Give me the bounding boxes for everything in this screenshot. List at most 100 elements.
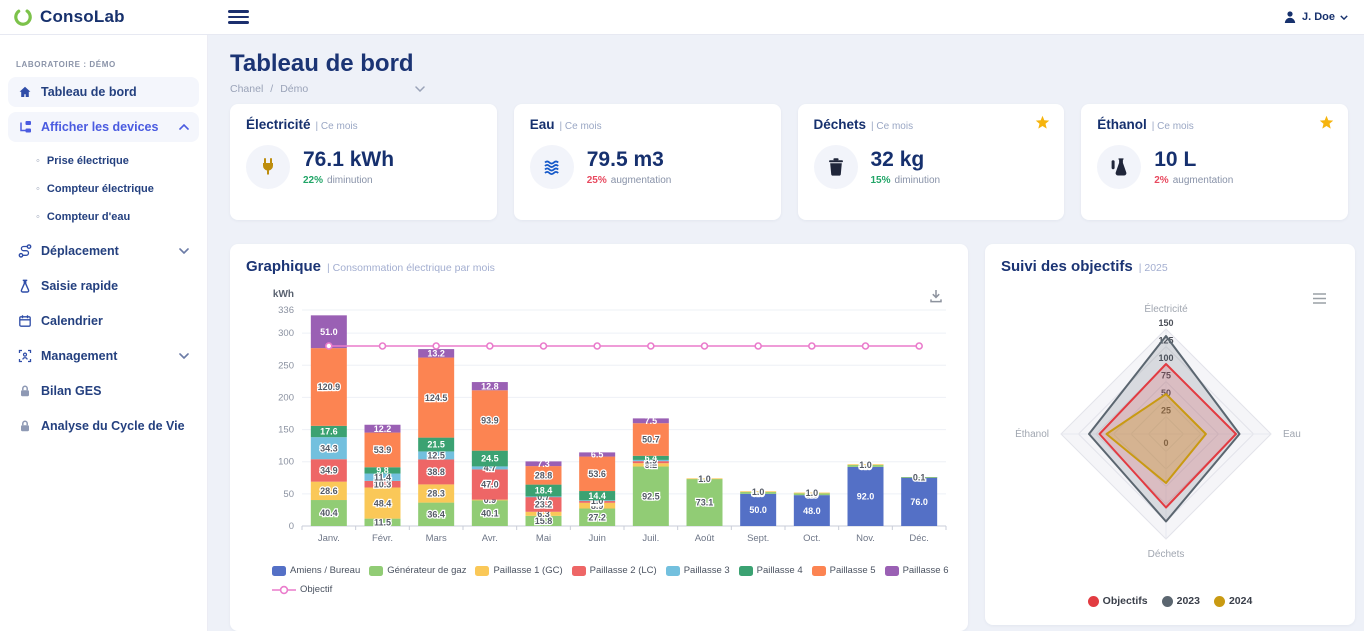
sidebar-item-analyse-cycle-vie[interactable]: Analyse du Cycle de Vie — [8, 411, 199, 441]
star-icon[interactable] — [1319, 115, 1334, 130]
legend-swatch — [369, 565, 384, 576]
svg-text:92.0: 92.0 — [857, 492, 875, 502]
sidebar-item-compteur-eau[interactable]: Compteur d'eau — [32, 203, 199, 231]
sidebar-item-prise-electrique[interactable]: Prise électrique — [32, 147, 199, 175]
svg-text:40.4: 40.4 — [320, 508, 338, 518]
svg-text:Électricité: Électricité — [1144, 302, 1188, 315]
brand[interactable]: ConsoLab — [0, 7, 208, 27]
legend-item-paillasse-6[interactable]: Paillasse 6 — [884, 565, 949, 576]
svg-text:1.0: 1.0 — [806, 488, 819, 498]
svg-text:Avr.: Avr. — [482, 533, 498, 544]
chart-subtitle: | Consommation électrique par mois — [327, 262, 495, 274]
stat-title: Éthanol — [1097, 117, 1147, 132]
svg-text:6.4: 6.4 — [645, 453, 658, 463]
legend-item-2023[interactable]: 2023 — [1161, 595, 1200, 607]
legend-item-amiens-bureau[interactable]: Amiens / Bureau — [272, 565, 360, 576]
stat-value: 76.1 kWh — [303, 147, 395, 171]
water-icon — [529, 145, 574, 189]
legend-swatch — [475, 565, 490, 576]
svg-text:0: 0 — [289, 521, 294, 532]
sidebar: LABORATOIRE : DÉMO Tableau de bord Affic… — [0, 34, 208, 631]
download-icon[interactable] — [928, 288, 944, 304]
stat-title: Déchets — [813, 117, 867, 132]
flask-icon — [20, 279, 30, 293]
svg-text:7.5: 7.5 — [645, 416, 658, 426]
svg-text:300: 300 — [278, 328, 294, 339]
svg-text:15.8: 15.8 — [535, 516, 553, 526]
legend-swatch — [665, 565, 680, 576]
bar-chart[interactable]: 0 50 100 150 200 250 300 336 kWh Janv. Févr. Mars Av… — [246, 284, 952, 556]
sidebar-item-deplacement[interactable]: Déplacement — [8, 236, 199, 266]
svg-text:Déchets: Déchets — [1148, 549, 1185, 560]
svg-text:34.3: 34.3 — [320, 443, 338, 453]
stat-card-electricite: Électricité | Ce mois 76.1 kWh 22% diminut… — [230, 104, 497, 220]
sidebar-item-tableau-de-bord[interactable]: Tableau de bord — [8, 77, 199, 107]
legend-item-g-n-rateur-de-gaz[interactable]: Générateur de gaz — [369, 565, 466, 576]
svg-text:21.5: 21.5 — [427, 440, 445, 450]
svg-text:12.2: 12.2 — [374, 424, 392, 434]
objectif-legend: Objectif — [272, 584, 952, 595]
sidebar-item-management[interactable]: Management — [8, 341, 199, 371]
legend-item-2024[interactable]: 2024 — [1213, 595, 1252, 607]
svg-text:12.5: 12.5 — [427, 451, 445, 461]
legend-swatch — [571, 565, 586, 576]
svg-text:Mars: Mars — [426, 533, 447, 544]
svg-text:9.8: 9.8 — [376, 466, 389, 476]
brand-name: ConsoLab — [40, 7, 125, 26]
hamburger-menu-icon[interactable] — [224, 6, 253, 28]
lock-icon — [21, 385, 29, 397]
stat-cards: Électricité | Ce mois 76.1 kWh 22% diminut… — [230, 104, 1348, 220]
svg-text:1.0: 1.0 — [698, 474, 711, 484]
sidebar-item-afficher-les-devices[interactable]: Afficher les devices — [8, 112, 199, 142]
radar-chart[interactable]: 0 25 50 75 100 125 150 Électricité Eau Déchets Éth… — [1001, 288, 1332, 580]
legend-item-paillasse-2-lc-[interactable]: Paillasse 2 (LC) — [571, 565, 657, 576]
legend-dot — [1087, 595, 1099, 607]
legend-dot — [1213, 595, 1225, 607]
breadcrumb-parent[interactable]: Chanel — [230, 83, 264, 95]
svg-text:3.0: 3.0 — [806, 489, 819, 499]
star-icon[interactable] — [1035, 115, 1050, 130]
stat-value: 32 kg — [870, 147, 925, 171]
sidebar-item-bilan-ges[interactable]: Bilan GES — [8, 376, 199, 406]
chevron-down-icon[interactable] — [415, 86, 425, 92]
breadcrumb-current[interactable]: Démo — [280, 83, 309, 95]
svg-text:Août: Août — [695, 533, 715, 544]
svg-text:47.0: 47.0 — [481, 480, 499, 490]
svg-text:10.3: 10.3 — [374, 479, 392, 489]
svg-text:28.8: 28.8 — [535, 471, 553, 481]
legend-item-paillasse-4[interactable]: Paillasse 4 — [738, 565, 803, 576]
svg-text:12.8: 12.8 — [481, 381, 499, 391]
legend-item-paillasse-3[interactable]: Paillasse 3 — [665, 565, 730, 576]
svg-text:150: 150 — [278, 425, 294, 436]
user-menu[interactable]: J. Doe — [1283, 10, 1348, 24]
legend-item-paillasse-1-gc-[interactable]: Paillasse 1 (GC) — [475, 565, 563, 576]
svg-text:6.5: 6.5 — [591, 450, 604, 460]
line-marker-icon — [272, 585, 296, 594]
svg-text:50: 50 — [1161, 388, 1171, 398]
svg-text:27.2: 27.2 — [588, 512, 606, 522]
svg-text:36.4: 36.4 — [427, 510, 445, 520]
stat-card-eau: Eau | Ce mois 79.5 m3 25% augmentation — [513, 104, 781, 220]
chevron-down-icon — [179, 248, 189, 254]
sidebar-item-compteur-electrique[interactable]: Compteur électrique — [32, 175, 199, 203]
legend-item-paillasse-5[interactable]: Paillasse 5 — [811, 565, 876, 576]
svg-text:50.0: 50.0 — [749, 505, 767, 515]
chart-menu-icon[interactable] — [1312, 292, 1327, 305]
sidebar-item-saisie-rapide[interactable]: Saisie rapide — [8, 271, 199, 301]
legend-item-objectif[interactable]: Objectif — [272, 584, 332, 595]
lock-icon — [21, 420, 29, 432]
stat-period: | Ce mois — [1151, 121, 1194, 132]
legend-swatch — [272, 565, 286, 576]
chevron-down-icon — [1340, 14, 1348, 20]
plug-icon — [246, 145, 290, 189]
legend-item-objectifs[interactable]: Objectifs — [1087, 595, 1148, 607]
bar-chart-card: Graphique | Consommation électrique par m… — [230, 244, 968, 631]
svg-text:17.6: 17.6 — [320, 427, 338, 437]
sidebar-item-calendrier[interactable]: Calendrier — [8, 306, 199, 336]
bar-chart-legend: Amiens / Bureau Générateur de gaz Paillass… — [272, 565, 952, 576]
route-icon — [18, 244, 32, 258]
svg-text:Déc.: Déc. — [909, 533, 929, 544]
stat-card-ethanol: Éthanol | Ce mois 10 L 2% augmentation — [1081, 104, 1348, 220]
svg-text:50: 50 — [283, 489, 294, 500]
